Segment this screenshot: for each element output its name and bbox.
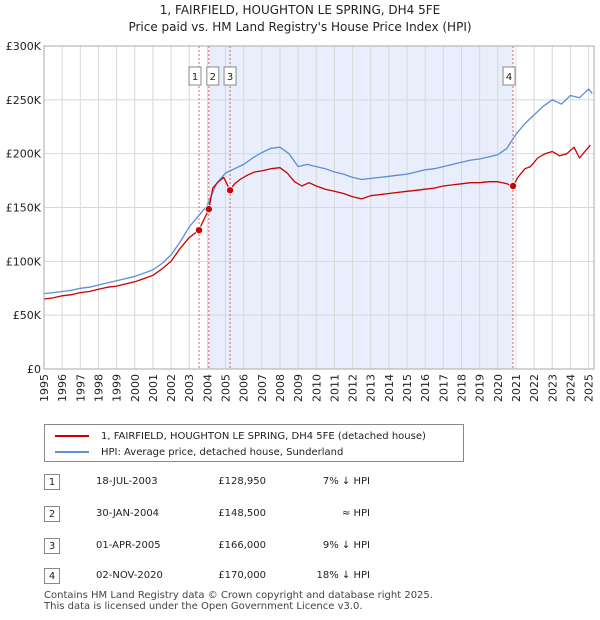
y-tick-label: £300K: [6, 40, 42, 53]
transaction-hpi-relation: 7% ↓ HPI: [322, 476, 370, 487]
x-tick-label: 1995: [38, 374, 51, 402]
x-tick-label: 1999: [111, 374, 124, 402]
legend-entry-property: 1, FAIRFIELD, HOUGHTON LE SPRING, DH4 5F…: [55, 428, 426, 444]
x-tick-label: 2012: [347, 374, 360, 402]
chart-legend: 1, FAIRFIELD, HOUGHTON LE SPRING, DH4 5F…: [44, 424, 464, 462]
x-tick-label: 2000: [129, 374, 142, 402]
marker-label-box: [223, 66, 237, 86]
transaction-price: £166,000: [218, 540, 266, 551]
table-row: 3 01-APR-2005 £166,000 9% ↓ HPI: [44, 538, 484, 556]
y-tick-label: £0: [27, 363, 41, 376]
legend-entry-hpi: HPI: Average price, detached house, Sund…: [55, 444, 343, 460]
table-row: 1 18-JUL-2003 £128,950 7% ↓ HPI: [44, 474, 484, 492]
marker-label-1: 1: [188, 66, 202, 86]
transaction-hpi-relation: 9% ↓ HPI: [322, 540, 370, 551]
transaction-price: £128,950: [218, 476, 266, 487]
x-tick-label: 2024: [564, 374, 577, 402]
transaction-number: 2: [44, 506, 60, 522]
y-tick-label: £150K: [6, 202, 42, 215]
transaction-date: 02-NOV-2020: [96, 570, 163, 581]
x-tick-label: 2017: [437, 374, 450, 402]
x-tick-label: 2005: [220, 374, 233, 402]
y-tick-label: £200K: [6, 148, 42, 161]
sale-point-3: [226, 186, 235, 195]
marker-label-4: 4: [502, 66, 516, 86]
chart-subtitle: Price paid vs. HM Land Registry's House …: [128, 20, 471, 34]
sale-point-2: [204, 205, 213, 214]
y-tick-label: £250K: [6, 94, 42, 107]
marker-label-text: 2: [210, 72, 216, 83]
sale-point-1: [195, 226, 204, 235]
x-tick-label: 1998: [92, 374, 105, 402]
x-tick-label: 2019: [474, 374, 487, 402]
marker-label-2: 2: [206, 66, 220, 86]
x-tick-label: 2021: [510, 374, 523, 402]
legend-label-hpi: HPI: Average price, detached house, Sund…: [101, 446, 344, 458]
transaction-number: 3: [44, 538, 60, 554]
x-tick-label: 2022: [528, 374, 541, 402]
x-tick-label: 2018: [455, 374, 468, 402]
transaction-price: £148,500: [218, 508, 266, 519]
x-tick-label: 2008: [274, 374, 287, 402]
marker-label-box: [502, 66, 516, 86]
footer-line-1: Contains HM Land Registry data © Crown c…: [44, 590, 433, 601]
x-tick-label: 2011: [328, 374, 341, 402]
table-row: 4 02-NOV-2020 £170,000 18% ↓ HPI: [44, 568, 484, 586]
x-tick-label: 2006: [238, 374, 251, 402]
x-tick-label: 2007: [256, 374, 269, 402]
marker-label-text: 4: [506, 72, 512, 83]
transaction-number: 1: [44, 474, 60, 490]
x-tick-label: 2004: [201, 374, 214, 402]
x-tick-label: 2009: [292, 374, 305, 402]
marker-label-text: 3: [227, 72, 233, 83]
footer-line-2: This data is licensed under the Open Gov…: [44, 601, 363, 612]
x-tick-label: 2002: [165, 374, 178, 402]
transaction-date: 18-JUL-2003: [96, 476, 158, 487]
x-tick-label: 2025: [583, 374, 596, 402]
transaction-hpi-relation: 18% ↓ HPI: [316, 570, 370, 581]
x-tick-label: 1996: [56, 374, 69, 402]
x-tick-label: 2010: [310, 374, 323, 402]
x-tick-label: 2023: [546, 374, 559, 402]
x-tick-label: 2001: [147, 374, 160, 402]
x-tick-label: 1997: [74, 374, 87, 402]
sale-point-4: [509, 181, 518, 190]
transaction-date: 01-APR-2005: [96, 540, 161, 551]
y-tick-label: £50K: [13, 309, 42, 322]
legend-label-property: 1, FAIRFIELD, HOUGHTON LE SPRING, DH4 5F…: [101, 430, 426, 442]
x-tick-label: 2016: [419, 374, 432, 402]
legend-swatch-property: [55, 435, 89, 437]
x-tick-label: 2015: [401, 374, 414, 402]
transaction-hpi-relation: ≈ HPI: [341, 508, 370, 519]
plot-frame: [43, 45, 595, 370]
legend-swatch-hpi: [55, 451, 89, 453]
marker-label-text: 1: [192, 72, 198, 83]
price-chart: 1, FAIRFIELD, HOUGHTON LE SPRING, DH4 5F…: [6, 3, 596, 402]
table-row: 2 30-JAN-2004 £148,500 ≈ HPI: [44, 506, 484, 524]
marker-label-box: [206, 66, 220, 86]
y-tick-label: £100K: [6, 255, 42, 268]
marker-label-3: 3: [223, 66, 237, 86]
transaction-number: 4: [44, 568, 60, 584]
x-tick-label: 2014: [383, 374, 396, 402]
transaction-date: 30-JAN-2004: [96, 508, 160, 519]
x-tick-label: 2013: [365, 374, 378, 402]
series-line-hpi: [43, 88, 593, 295]
x-tick-label: 2020: [492, 374, 505, 402]
copyright-footer: Contains HM Land Registry data © Crown c…: [44, 590, 433, 612]
chart-title: 1, FAIRFIELD, HOUGHTON LE SPRING, DH4 5F…: [160, 3, 440, 17]
transaction-price: £170,000: [218, 570, 266, 581]
x-tick-label: 2003: [183, 374, 196, 402]
marker-label-box: [188, 66, 202, 86]
